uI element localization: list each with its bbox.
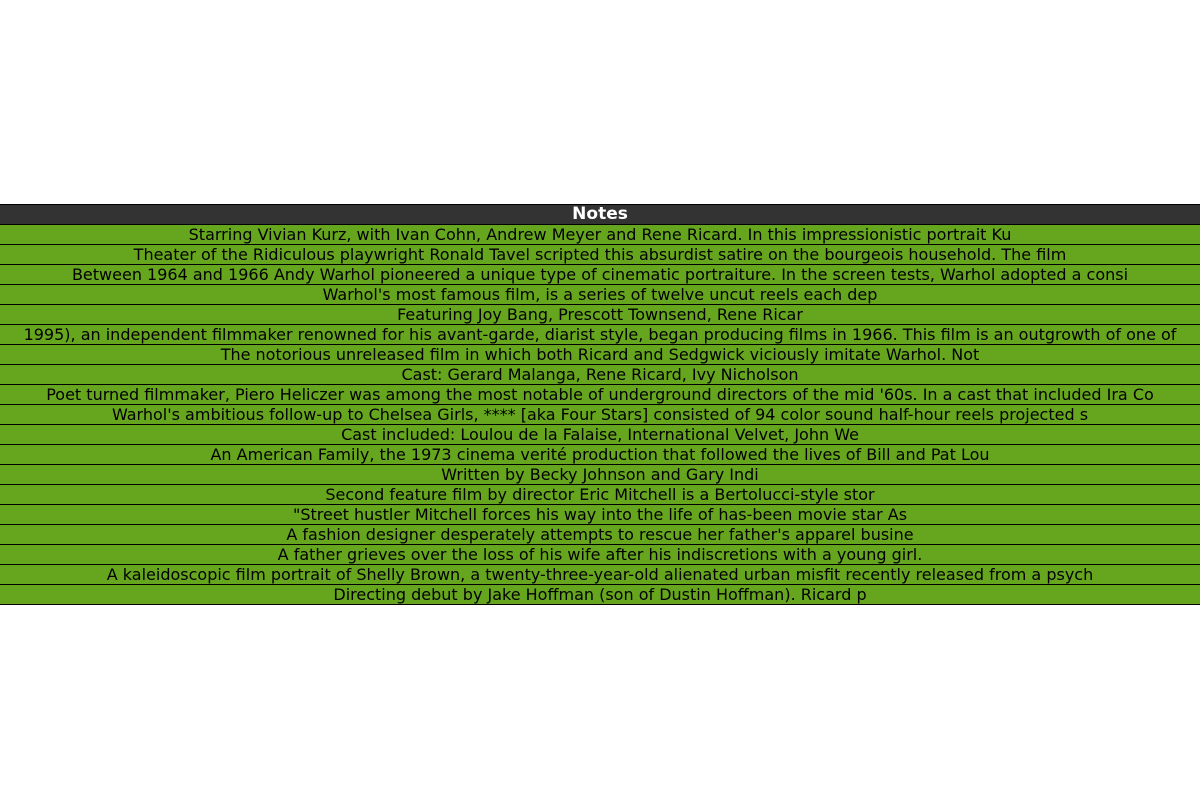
table-cell-notes: Written by Becky Johnson and Gary Indi [0,464,1200,484]
table-cell-notes: Featuring Joy Bang, Prescott Townsend, R… [0,304,1200,324]
table-cell-notes: A father grieves over the loss of his wi… [0,544,1200,564]
table-header-notes: Notes [0,204,1200,224]
table-body: Starring Vivian Kurz, with Ivan Cohn, An… [0,224,1200,605]
table-cell-notes: Cast: Gerard Malanga, Rene Ricard, Ivy N… [0,364,1200,384]
table-cell-notes: Poet turned filmmaker, Piero Heliczer wa… [0,384,1200,404]
table-cell-notes: An American Family, the 1973 cinema veri… [0,444,1200,464]
table-cell-notes: Between 1964 and 1966 Andy Warhol pionee… [0,264,1200,284]
table-cell-notes: Directing debut by Jake Hoffman (son of … [0,584,1200,605]
table-cell-notes: 1995), an independent filmmaker renowned… [0,324,1200,344]
table-cell-notes: Warhol's most famous film, is a series o… [0,284,1200,304]
table-cell-notes: The notorious unreleased film in which b… [0,344,1200,364]
table-cell-notes: "Street hustler Mitchell forces his way … [0,504,1200,524]
table-cell-notes: Starring Vivian Kurz, with Ivan Cohn, An… [0,224,1200,244]
table-cell-notes: A fashion designer desperately attempts … [0,524,1200,544]
table-cell-notes: A kaleidoscopic film portrait of Shelly … [0,564,1200,584]
table-cell-notes: Second feature film by director Eric Mit… [0,484,1200,504]
table-cell-notes: Warhol's ambitious follow-up to Chelsea … [0,404,1200,424]
notes-table: Notes Starring Vivian Kurz, with Ivan Co… [0,204,1200,605]
table-cell-notes: Theater of the Ridiculous playwright Ron… [0,244,1200,264]
table-cell-notes: Cast included: Loulou de la Falaise, Int… [0,424,1200,444]
